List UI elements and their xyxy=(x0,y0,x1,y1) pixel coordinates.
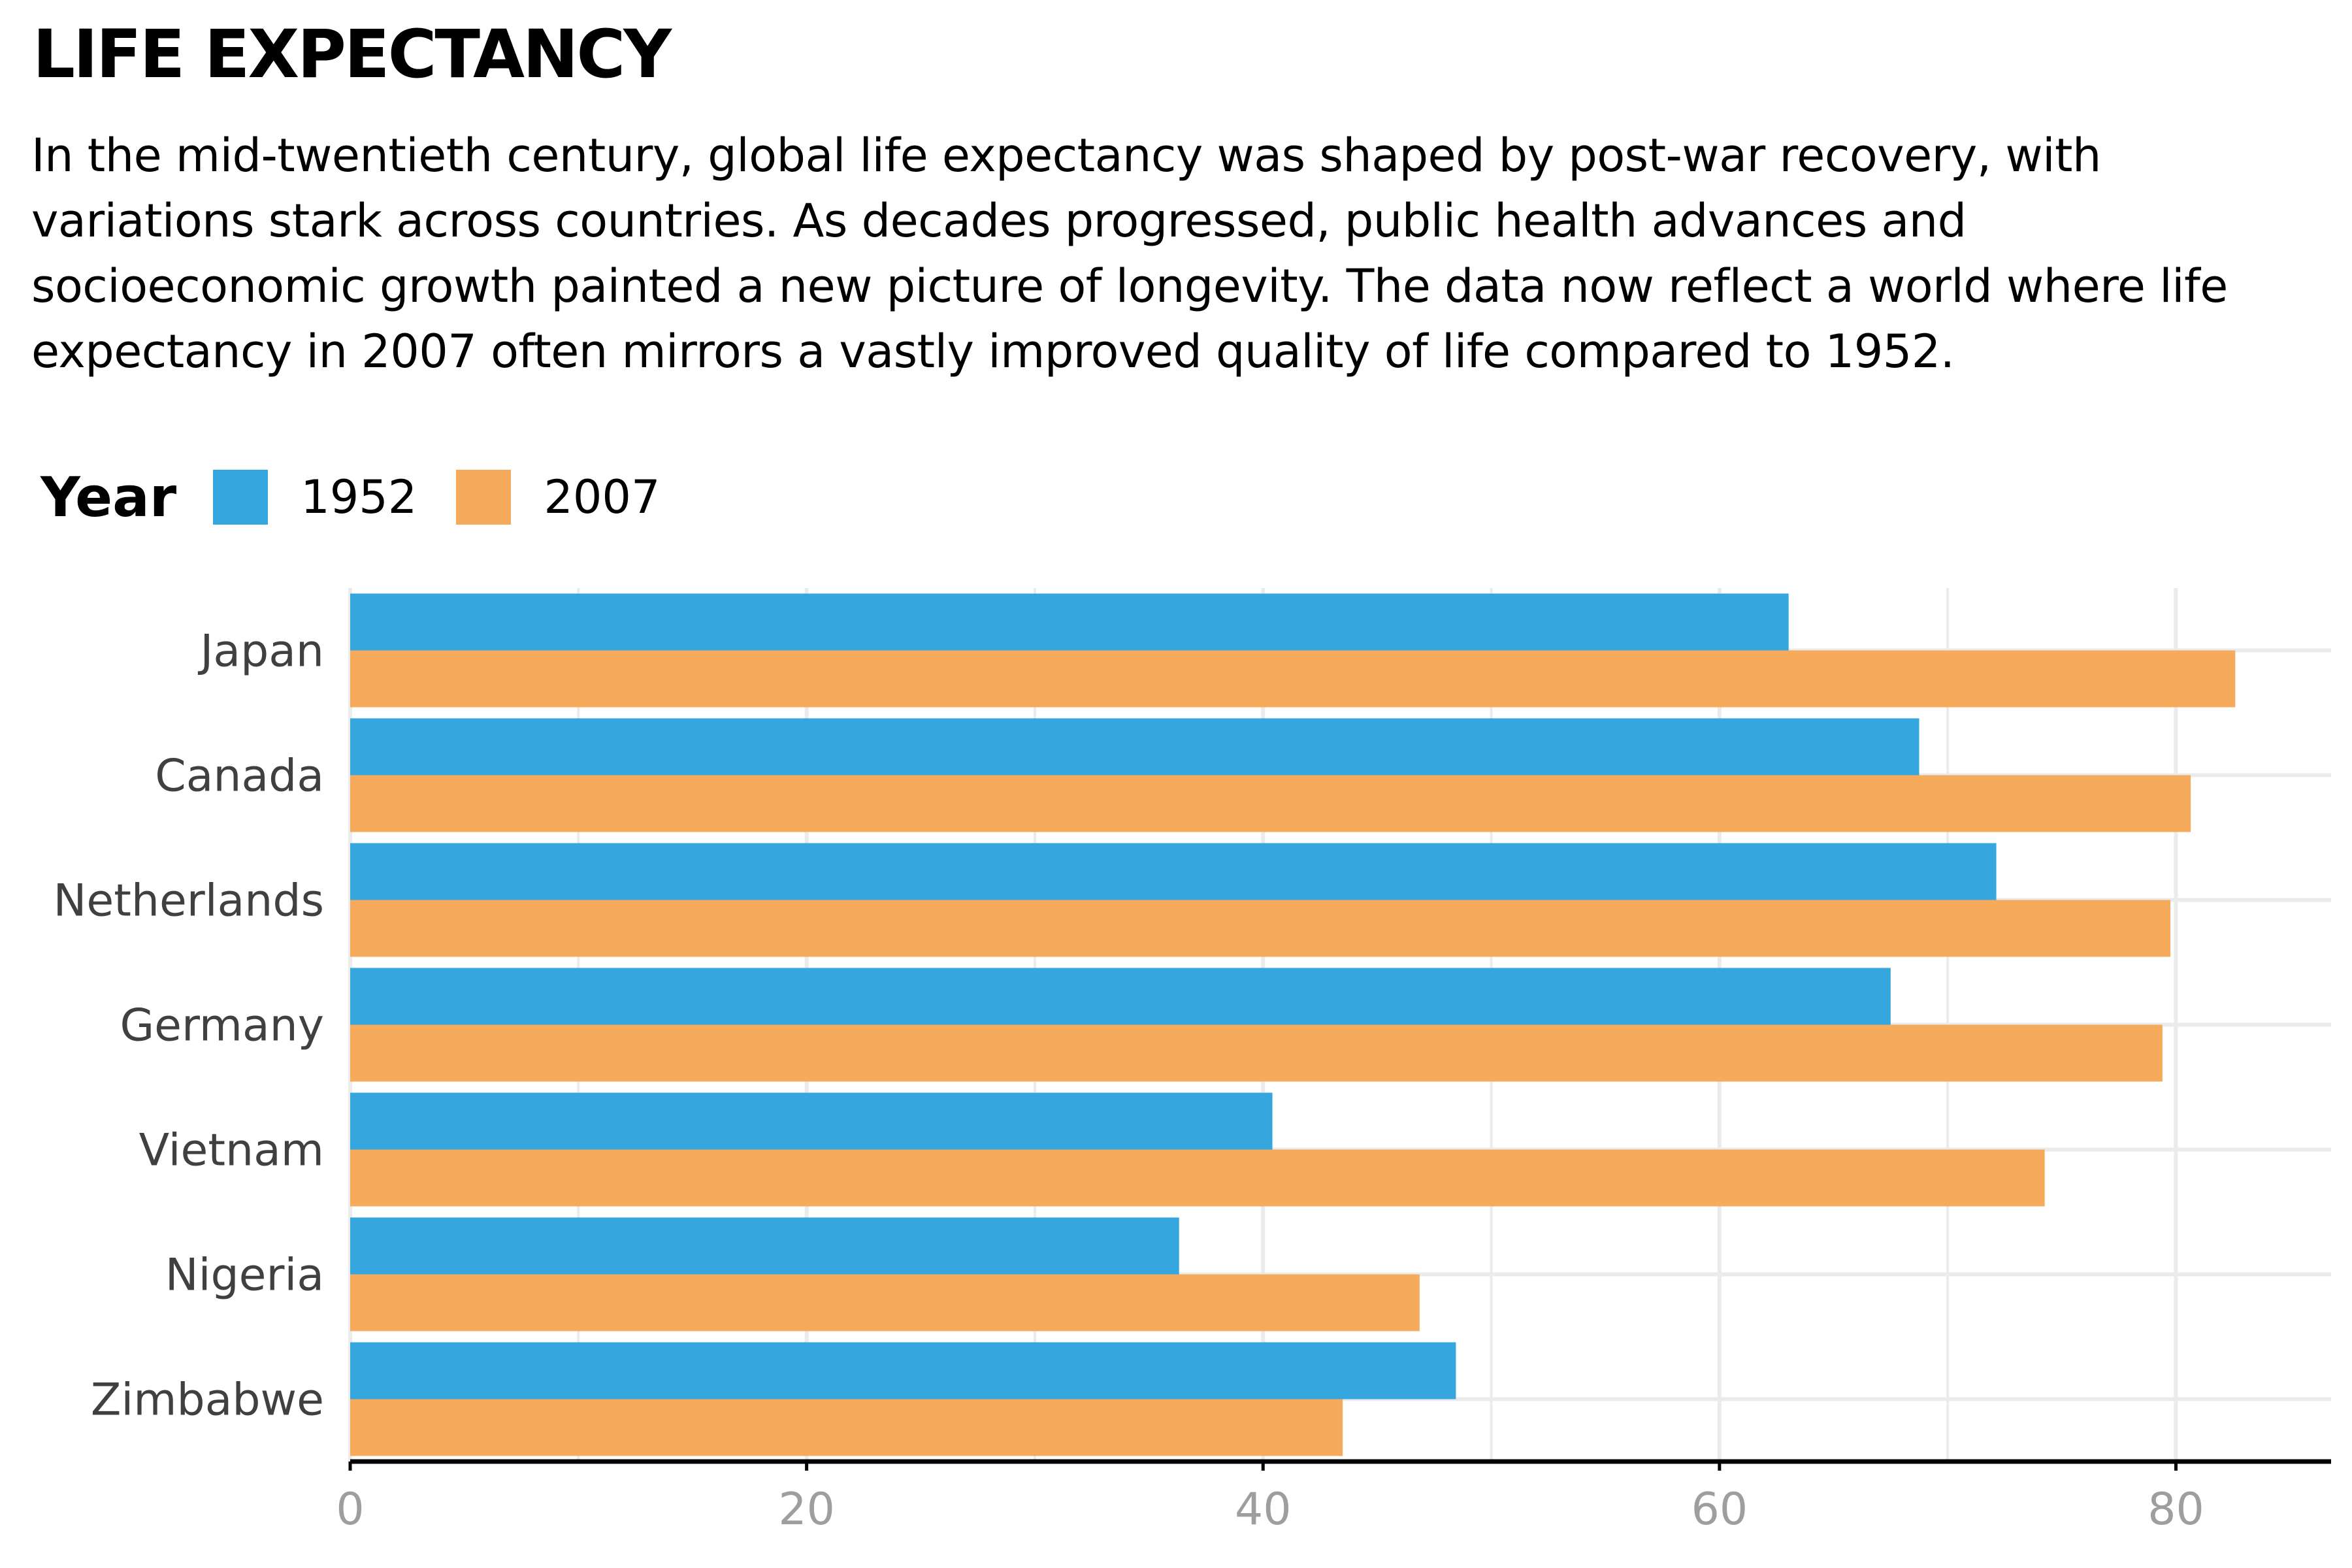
category-label-netherlands: Netherlands xyxy=(53,875,324,927)
category-label-zimbabwe: Zimbabwe xyxy=(91,1375,324,1426)
x-tick-label: 60 xyxy=(1691,1484,1748,1535)
bar-2007-canada xyxy=(350,775,2191,832)
category-label-canada: Canada xyxy=(155,751,324,802)
x-tick-label: 0 xyxy=(336,1484,364,1535)
legend: Year 1952 2007 xyxy=(41,461,700,533)
legend-swatch-2007 xyxy=(456,470,512,525)
legend-swatch-1952 xyxy=(213,470,269,525)
legend-title: Year xyxy=(41,465,177,529)
bar-layer xyxy=(350,593,2236,1456)
bar-1952-zimbabwe xyxy=(350,1342,1456,1399)
bar-2007-zimbabwe xyxy=(350,1399,1343,1456)
x-tick-label: 80 xyxy=(2148,1484,2204,1535)
x-tick-label: 40 xyxy=(1235,1484,1292,1535)
axis-layer xyxy=(348,1459,2331,1471)
bar-2007-germany xyxy=(350,1024,2163,1082)
legend-item-1952: 1952 xyxy=(213,470,417,525)
category-label-germany: Germany xyxy=(120,1000,324,1052)
bar-1952-nigeria xyxy=(350,1217,1179,1275)
category-label-vietnam: Vietnam xyxy=(139,1125,324,1177)
bar-1952-canada xyxy=(350,718,1919,776)
chart-subtitle: In the mid-twentieth century, global lif… xyxy=(31,129,2228,378)
category-label-nigeria: Nigeria xyxy=(165,1250,324,1301)
category-label-japan: Japan xyxy=(197,626,324,678)
chart-title: LIFE EXPECTANCY xyxy=(33,16,672,93)
bar-1952-netherlands xyxy=(350,843,1997,900)
bar-1952-germany xyxy=(350,968,1891,1025)
bar-2007-vietnam xyxy=(350,1149,2045,1207)
legend-label-1952: 1952 xyxy=(301,470,417,524)
bar-2007-nigeria xyxy=(350,1274,1420,1331)
label-layer: Japan Canada Netherlands Germany Vietnam Nige… xyxy=(53,626,2204,1536)
legend-label-2007: 2007 xyxy=(544,470,661,524)
bar-2007-netherlands xyxy=(350,900,2171,957)
bar-2007-japan xyxy=(350,650,2236,708)
legend-item-2007: 2007 xyxy=(456,470,661,525)
x-tick-label: 20 xyxy=(778,1484,835,1535)
bar-1952-japan xyxy=(350,593,1789,651)
bar-1952-vietnam xyxy=(350,1092,1273,1150)
